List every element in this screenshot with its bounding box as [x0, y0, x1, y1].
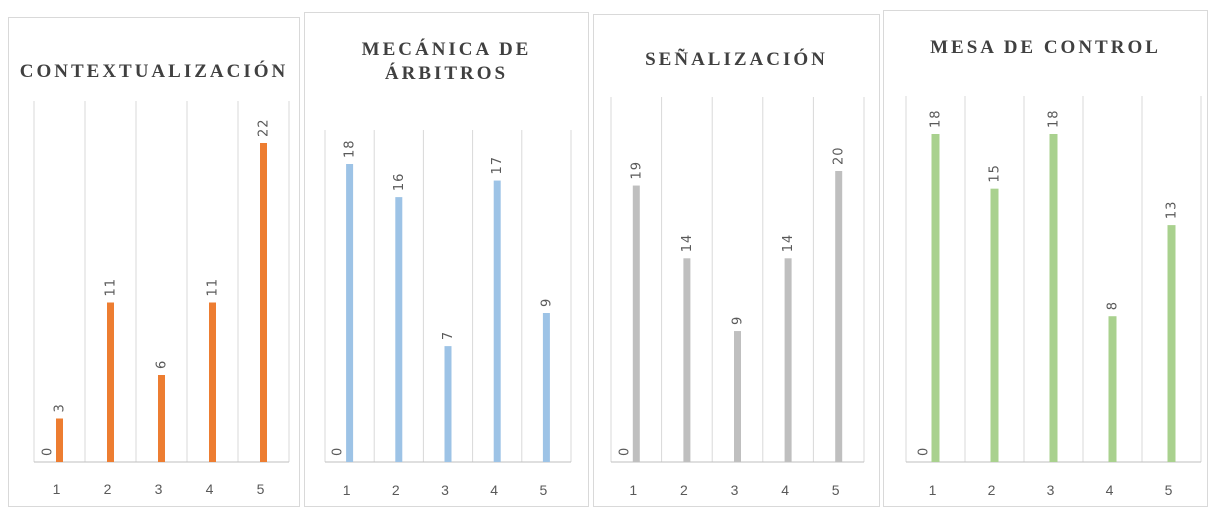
chart-plot: 0 19 1 14 2 9 3 14 4 20 5: [610, 97, 865, 498]
data-label: 18: [929, 109, 944, 128]
data-label-zero: 0: [331, 447, 346, 456]
data-label: 22: [257, 118, 272, 137]
x-tick-label: 4: [490, 482, 498, 498]
chart-panel-mecanica-de-arbitros: MECÁNICA DE ÁRBITROS 0 18 1 16 2 7 3 17 4 9 5: [304, 12, 589, 507]
bar: [444, 346, 452, 462]
data-label: 18: [343, 139, 358, 158]
chart-plot: 0 18 1 15 2 18 3 8 4 13 5: [905, 96, 1202, 498]
x-tick-label: 5: [832, 482, 840, 498]
chart-title-line: ÁRBITROS: [384, 63, 509, 84]
data-label: 17: [490, 156, 505, 175]
x-tick-label: 4: [781, 482, 789, 498]
bar: [990, 188, 999, 462]
x-tick-label: 2: [680, 482, 688, 498]
x-tick-label: 1: [929, 482, 937, 498]
data-label: 3: [53, 403, 68, 412]
bar: [542, 313, 550, 462]
data-label: 15: [988, 164, 1003, 183]
x-tick-label: 3: [731, 482, 739, 498]
bar: [1049, 134, 1058, 462]
data-label: 18: [1047, 109, 1062, 128]
bar: [931, 134, 940, 462]
data-label: 9: [731, 316, 746, 325]
bar: [260, 143, 267, 462]
chart-panel-contextualizacion: CONTEXTUALIZACIÓN 0 3 1 11 2 6 3 11 4 22 5: [8, 17, 300, 507]
bar: [107, 302, 114, 462]
chart-panel-senalizacion: SEÑALIZACIÓN 0 19 1 14 2 9 3 14 4 20 5: [593, 14, 880, 507]
chart-title: SEÑALIZACIÓN: [594, 48, 879, 72]
x-tick-label: 2: [392, 482, 400, 498]
data-label: 14: [680, 234, 695, 253]
data-label-zero: 0: [41, 447, 56, 456]
bar: [1108, 316, 1117, 462]
x-tick-label: 1: [629, 482, 637, 498]
chart-title-line: MESA DE CONTROL: [930, 37, 1161, 58]
data-label: 13: [1165, 201, 1180, 220]
x-tick-label: 1: [53, 481, 61, 497]
data-label: 8: [1106, 301, 1121, 310]
data-label: 11: [104, 278, 119, 297]
bar: [1167, 225, 1176, 462]
x-tick-label: 4: [1106, 482, 1114, 498]
x-tick-label: 3: [1047, 482, 1055, 498]
bar: [784, 258, 792, 462]
x-tick-label: 2: [988, 482, 996, 498]
data-label: 6: [155, 360, 170, 369]
data-label: 20: [832, 146, 847, 165]
data-label: 9: [539, 298, 554, 307]
chart-title: MECÁNICA DE ÁRBITROS: [305, 38, 588, 86]
x-tick-label: 1: [343, 482, 351, 498]
data-label: 19: [629, 161, 644, 180]
chart-title: MESA DE CONTROL: [884, 36, 1207, 60]
bar: [493, 180, 501, 463]
bar: [734, 331, 741, 462]
x-tick-label: 2: [104, 481, 112, 497]
x-tick-label: 5: [257, 481, 265, 497]
x-tick-label: 3: [441, 482, 449, 498]
x-tick-label: 5: [540, 482, 548, 498]
x-tick-label: 5: [1165, 482, 1173, 498]
chart-plot: 0 18 1 16 2 7 3 17 4 9 5: [324, 130, 572, 498]
x-tick-label: 4: [206, 481, 214, 497]
bar: [209, 302, 216, 462]
chart-title-line: CONTEXTUALIZACIÓN: [19, 61, 289, 82]
bar: [395, 197, 403, 462]
data-label-zero: 0: [617, 447, 632, 456]
x-tick-label: 3: [155, 481, 163, 497]
data-label: 16: [392, 173, 407, 192]
data-label: 11: [206, 278, 221, 297]
bar: [56, 418, 63, 462]
data-label: 7: [441, 331, 456, 340]
bar: [683, 258, 691, 462]
data-label-zero: 0: [917, 447, 932, 456]
data-label: 14: [781, 234, 796, 253]
bar: [158, 375, 165, 462]
bar: [632, 185, 640, 463]
bar: [835, 171, 843, 462]
bar: [346, 164, 354, 462]
chart-title: CONTEXTUALIZACIÓN: [9, 60, 299, 84]
chart-title-line: MECÁNICA DE: [361, 39, 532, 60]
chart-title-line: SEÑALIZACIÓN: [645, 49, 828, 70]
chart-panel-mesa-de-control: MESA DE CONTROL 0 18 1 15 2 18 3 8 4 13 5: [883, 10, 1208, 507]
